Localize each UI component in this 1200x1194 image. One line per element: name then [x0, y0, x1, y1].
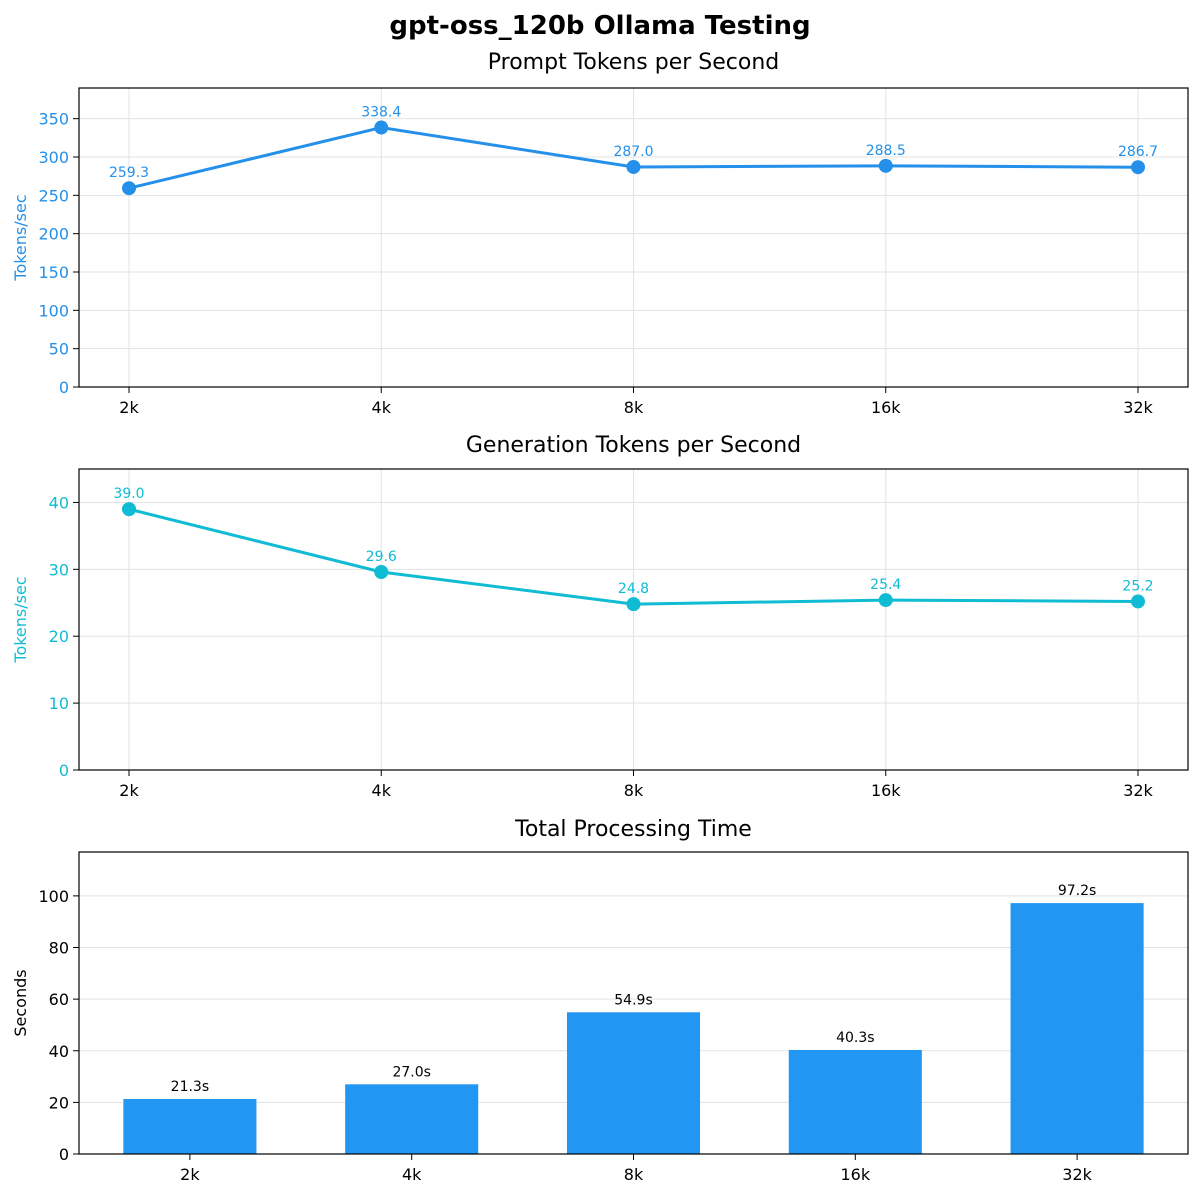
x-axis-ticks: 2k 4k 8k 16k 32k	[180, 1154, 1093, 1184]
y-tick-label: 80	[49, 939, 69, 958]
x-tick-label: 32k	[1123, 781, 1153, 800]
bar-data-label: 40.3s	[836, 1030, 874, 1046]
x-tick-label: 32k	[1062, 1165, 1092, 1184]
point-data-label: 338.4	[361, 105, 401, 121]
chart-panel-3: Total Processing Time 0 20 40 60 80 100 2k 4k 8k 1…	[11, 817, 1189, 1184]
point-data-label: 288.5	[866, 143, 906, 159]
y-tick-label: 100	[38, 887, 69, 906]
x-axis-ticks: 2k 4k 8k 16k 32k	[119, 770, 1154, 800]
y-tick-label: 40	[49, 1042, 69, 1061]
x-tick-label: 2k	[119, 781, 139, 800]
y-tick-label: 10	[49, 694, 69, 713]
data-point	[374, 565, 389, 580]
bar	[1010, 903, 1144, 1154]
y-tick-label: 100	[38, 301, 69, 320]
x-tick-label: 16k	[840, 1165, 870, 1184]
data-point	[1131, 594, 1145, 609]
panel-title: Prompt Tokens per Second	[488, 50, 779, 75]
data-point	[626, 597, 641, 612]
plot-frame	[78, 468, 1189, 771]
bar	[345, 1084, 479, 1154]
y-tick-label: 0	[59, 1145, 69, 1164]
panel-title: Total Processing Time	[514, 817, 752, 842]
y-tick-label: 0	[59, 761, 69, 780]
data-series: 21.3s 27.0s 54.9s 40.3s 97.2s	[123, 883, 1144, 1154]
y-axis-ticks: 0 50 100 150 200 250 300 350	[38, 110, 79, 397]
y-tick-label: 40	[49, 493, 69, 512]
data-point	[122, 181, 136, 196]
point-data-label: 25.2	[1122, 578, 1153, 594]
data-point	[878, 593, 893, 608]
x-tick-label: 16k	[871, 398, 901, 417]
y-axis-ticks: 0 20 40 60 80 100	[38, 887, 79, 1164]
y-tick-label: 200	[38, 225, 69, 244]
x-tick-label: 16k	[871, 781, 901, 800]
point-data-label: 39.0	[113, 486, 144, 502]
bar	[788, 1049, 922, 1154]
grid-lines	[79, 469, 1188, 770]
chart-panels: Prompt Tokens per Second0501001502002503…	[11, 50, 1189, 1184]
y-axis-label: Seconds	[11, 969, 30, 1036]
x-tick-label: 2k	[180, 1165, 200, 1184]
x-tick-label: 32k	[1123, 398, 1153, 417]
point-data-label: 286.7	[1118, 144, 1158, 160]
data-point	[122, 502, 136, 517]
data-point	[1131, 160, 1145, 175]
chart-panel-2: Generation Tokens per Second 0 10 20 30 40 2k 4…	[11, 433, 1189, 800]
y-tick-label: 50	[49, 340, 69, 359]
plot-frame	[78, 851, 1189, 1155]
x-tick-label: 8k	[624, 781, 644, 800]
panel-title: Generation Tokens per Second	[466, 433, 801, 458]
y-axis-label: Tokens/sec	[11, 576, 30, 663]
grid-lines	[79, 88, 1188, 387]
data-point	[626, 159, 641, 174]
bar	[123, 1099, 257, 1154]
y-tick-label: 150	[38, 263, 69, 282]
x-tick-label: 2k	[119, 398, 139, 417]
point-data-label: 29.6	[366, 549, 397, 565]
plot-frame	[78, 87, 1189, 388]
bar-data-label: 27.0s	[392, 1064, 430, 1080]
y-tick-label: 300	[38, 148, 69, 167]
data-point	[374, 120, 389, 135]
bar-data-label: 97.2s	[1058, 883, 1096, 899]
data-point	[878, 158, 893, 173]
x-axis-ticks: 2k 4k 8k 16k 32k	[119, 387, 1154, 417]
y-tick-label: 20	[49, 1093, 69, 1112]
point-data-label: 287.0	[613, 144, 653, 160]
x-tick-label: 8k	[624, 398, 644, 417]
y-axis-ticks: 0 10 20 30 40	[49, 493, 79, 780]
x-tick-label: 8k	[624, 1165, 644, 1184]
point-data-label: 24.8	[618, 581, 649, 597]
y-axis-label: Tokens/sec	[11, 194, 30, 281]
point-data-label: 25.4	[870, 577, 901, 593]
data-series: 39.0 29.6 24.8 25.4 25.2	[113, 486, 1154, 612]
chart-panel-1: Prompt Tokens per Second 0 50 100 150 200 250 3…	[11, 50, 1189, 417]
x-tick-label: 4k	[372, 398, 392, 417]
data-series: 259.3 338.4 287.0 288.5 286.7	[109, 105, 1158, 196]
y-tick-label: 250	[38, 186, 69, 205]
y-tick-label: 0	[59, 378, 69, 397]
y-tick-label: 350	[38, 110, 69, 129]
figure-title: gpt-oss_120b Ollama Testing	[389, 11, 810, 41]
y-tick-label: 60	[49, 990, 69, 1009]
x-tick-label: 4k	[372, 781, 392, 800]
y-tick-label: 30	[49, 560, 69, 579]
y-tick-label: 20	[49, 627, 69, 646]
bar-data-label: 21.3s	[171, 1079, 209, 1095]
bar-data-label: 54.9s	[614, 992, 652, 1008]
x-tick-label: 4k	[402, 1165, 422, 1184]
point-data-label: 259.3	[109, 165, 149, 181]
bar	[566, 1012, 701, 1154]
